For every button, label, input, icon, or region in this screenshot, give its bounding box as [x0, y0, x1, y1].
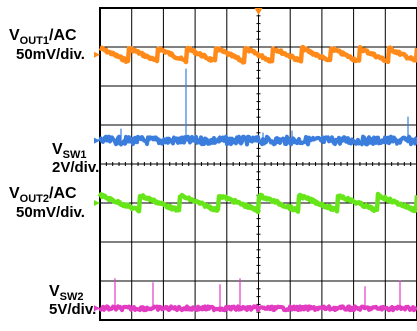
vout1-scale: 50mV/div. [16, 46, 85, 63]
vout2-scale: 50mV/div. [16, 204, 85, 221]
channel-marker [94, 200, 100, 206]
vout2-label: VOUT2/AC [9, 185, 77, 205]
trigger-marker [254, 8, 263, 15]
channel-marker [94, 51, 100, 58]
trace-1 [98, 134, 417, 147]
channel-marker [94, 137, 100, 144]
trace-0 [98, 44, 417, 65]
vsw2-scale: 5V/div. [49, 301, 97, 318]
vsw1-label: VSW1 [52, 141, 87, 161]
vsw2-label: VSW2 [49, 283, 84, 303]
channel-marker [94, 305, 100, 312]
trace-3 [98, 304, 417, 313]
vsw1-scale: 2V/div. [52, 159, 100, 176]
trace-2 [97, 191, 417, 215]
vout1-label: VOUT1/AC [9, 27, 77, 47]
